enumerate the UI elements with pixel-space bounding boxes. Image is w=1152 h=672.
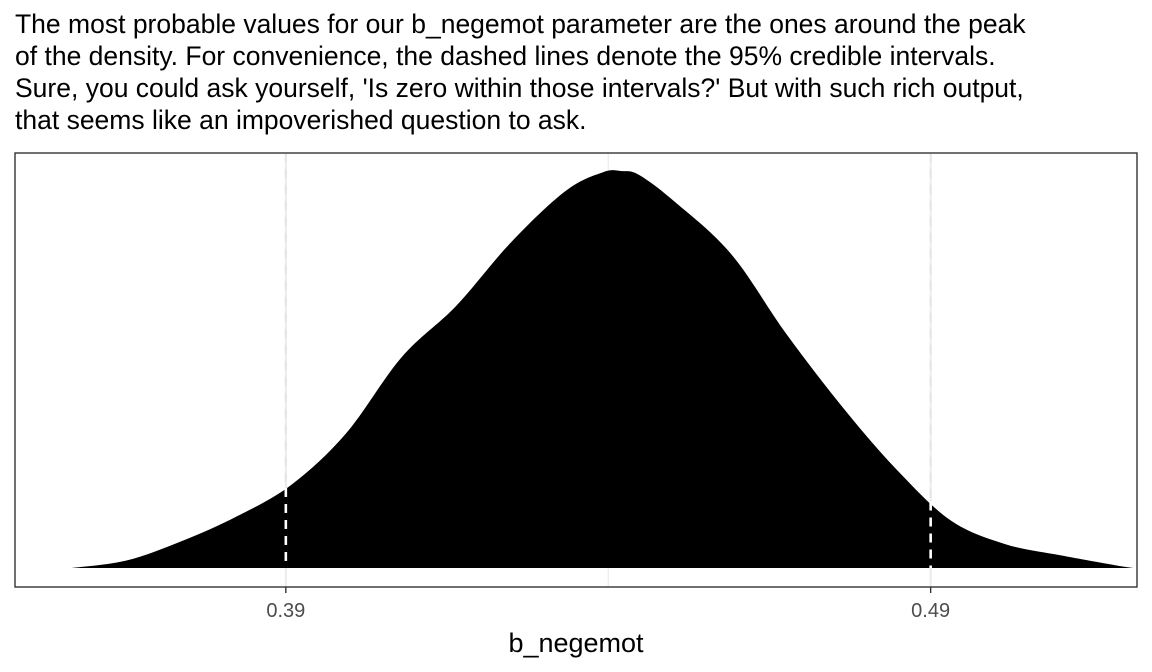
x-tick-label: 0.49 — [911, 600, 950, 622]
x-axis-label: b_negemot — [508, 628, 644, 658]
caption-text: The most probable values for our b_negem… — [15, 9, 1026, 135]
x-tick-label: 0.39 — [266, 600, 305, 622]
credible-interval-lines — [284, 153, 932, 568]
panel-border — [14, 152, 1138, 588]
density-area — [71, 170, 1134, 569]
x-axis: 0.39 0.49 — [266, 587, 950, 622]
